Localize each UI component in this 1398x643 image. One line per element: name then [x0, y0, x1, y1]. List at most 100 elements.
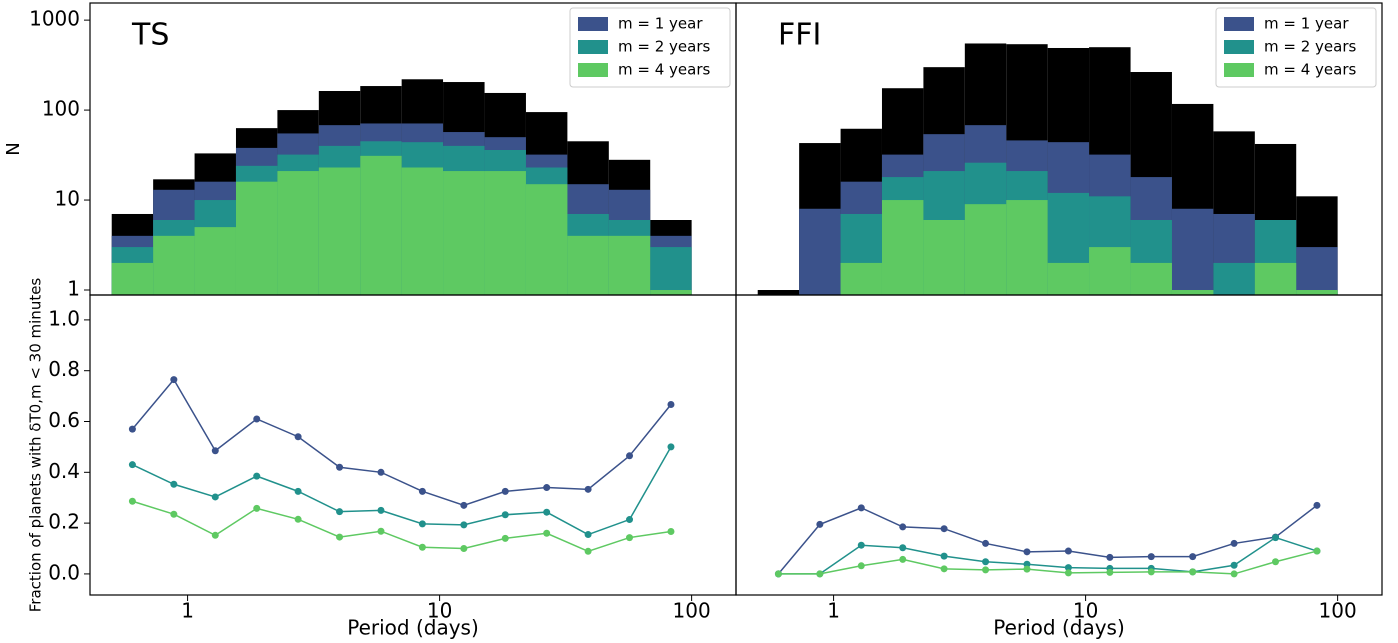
- point: [667, 400, 675, 408]
- y-tick-label: 0.6: [48, 408, 80, 432]
- bar: [1213, 262, 1255, 295]
- point: [294, 433, 302, 441]
- bar: [525, 184, 568, 295]
- point: [1023, 548, 1031, 556]
- point: [128, 461, 136, 469]
- point: [336, 533, 344, 541]
- bar: [1089, 247, 1131, 295]
- panel: [757, 43, 1338, 296]
- panel-title: TS: [131, 18, 169, 53]
- point: [501, 487, 509, 495]
- bar: [484, 171, 526, 295]
- legend-box: [569, 7, 731, 88]
- point: [626, 516, 634, 524]
- legend-swatch: [1224, 17, 1254, 31]
- point: [1023, 565, 1031, 573]
- bar: [881, 200, 924, 295]
- point: [1272, 558, 1280, 566]
- point: [1106, 553, 1114, 561]
- panel: [774, 501, 1321, 578]
- point: [816, 570, 824, 578]
- point: [1064, 547, 1072, 555]
- frame: [735, 294, 1383, 596]
- legend-box: [1215, 7, 1377, 88]
- y-tick-label: 0.0: [48, 560, 80, 584]
- point: [418, 543, 426, 551]
- y-tick-label: 1.0: [48, 306, 80, 330]
- bar: [1171, 208, 1214, 295]
- point: [982, 558, 990, 566]
- bar: [153, 235, 195, 295]
- point: [940, 552, 948, 560]
- point: [667, 527, 675, 535]
- point: [253, 472, 261, 480]
- point: [1230, 539, 1238, 547]
- point: [336, 508, 344, 516]
- y-tick-label: 1000: [29, 7, 80, 31]
- point: [584, 531, 592, 539]
- line: [132, 446, 672, 536]
- line: [131, 378, 672, 507]
- bar: [318, 167, 361, 295]
- bar: [923, 220, 965, 295]
- y-tick-label: 1: [67, 277, 80, 301]
- point: [857, 541, 865, 549]
- y-tick-label: 100: [42, 97, 80, 121]
- bar: [1171, 290, 1214, 295]
- bar: [964, 204, 1007, 295]
- point: [501, 511, 509, 519]
- line: [778, 536, 1318, 575]
- point: [128, 497, 136, 505]
- point: [170, 480, 178, 488]
- legend-label: m = 4 years: [1264, 61, 1356, 79]
- point: [1230, 561, 1238, 569]
- point: [1147, 553, 1155, 561]
- point: [899, 544, 907, 552]
- point: [501, 534, 509, 542]
- point: [857, 504, 865, 512]
- bar: [567, 235, 609, 295]
- y-tick-label: 0.8: [48, 357, 80, 381]
- point: [982, 566, 990, 574]
- point: [211, 447, 219, 455]
- point: [1313, 547, 1321, 555]
- point: [336, 463, 344, 471]
- point: [460, 521, 468, 529]
- x-tick-label: 100: [1319, 599, 1357, 623]
- legend-swatch: [1224, 40, 1254, 54]
- legend-label: m = 4 years: [618, 61, 710, 79]
- bar: [111, 262, 154, 295]
- point: [1106, 568, 1114, 576]
- panel: [128, 376, 675, 555]
- line: [778, 550, 1318, 575]
- point: [543, 529, 551, 537]
- legend-swatch: [578, 63, 608, 77]
- bar: [360, 155, 402, 295]
- point: [253, 504, 261, 512]
- bar: [840, 262, 882, 295]
- bar: [608, 235, 651, 295]
- legend-label: m = 1 year: [618, 15, 703, 33]
- point: [543, 484, 551, 492]
- point: [1064, 564, 1072, 572]
- bar: [799, 208, 841, 295]
- point: [899, 523, 907, 531]
- point: [982, 539, 990, 547]
- bar: [1006, 200, 1048, 295]
- point: [584, 547, 592, 555]
- point: [626, 534, 634, 542]
- x-tick-label: 100: [673, 599, 711, 623]
- y-tick-label: 0.2: [48, 510, 80, 534]
- legend-swatch: [578, 40, 608, 54]
- x-tick-label: 10: [427, 599, 452, 623]
- point: [584, 485, 592, 493]
- bar: [1296, 247, 1338, 295]
- bar: [1047, 262, 1090, 295]
- bar: [1254, 262, 1297, 295]
- y-tick-label: 10: [55, 187, 80, 211]
- point: [1272, 534, 1280, 542]
- point: [170, 376, 178, 384]
- bar: [1296, 290, 1338, 295]
- bar: [401, 167, 444, 295]
- y-axis-label: N: [3, 142, 24, 155]
